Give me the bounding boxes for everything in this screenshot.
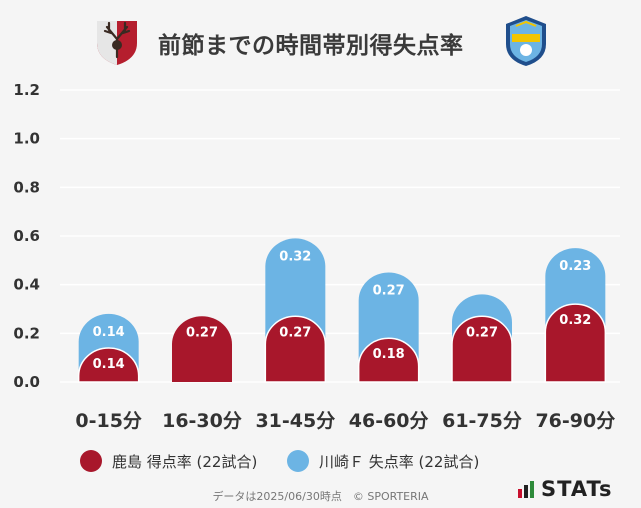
legend-label-kawasaki: 川崎Ｆ 失点率 (22試合) [319, 452, 480, 471]
y-tick-label: 0.2 [13, 324, 40, 342]
bar-kashima [357, 337, 420, 383]
bar-kashima [172, 316, 232, 382]
bar-kashima [451, 315, 513, 383]
y-tick-label: 0.0 [13, 373, 40, 391]
legend-item-kawasaki: 川崎Ｆ 失点率 (22試合) [287, 447, 479, 475]
bar-kashima [544, 303, 607, 383]
y-tick-label: 0.4 [13, 276, 40, 294]
x-tick-label: 0-15分 [75, 410, 142, 432]
data-label-kashima: 0.18 [373, 347, 405, 362]
kawasaki-emblem-icon [506, 16, 546, 66]
x-tick-label: 61-75分 [442, 410, 522, 432]
y-tick-label: 0.8 [13, 178, 40, 196]
x-tick-label: 16-30分 [162, 410, 242, 432]
legend: 鹿島 得点率 (22試合) 川崎Ｆ 失点率 (22試合) [0, 447, 641, 477]
stats-brand: STATs [541, 477, 613, 501]
data-label-kawasaki: 0.14 [93, 325, 125, 340]
data-label-kashima: 0.27 [186, 325, 218, 340]
y-tick-label: 1.0 [13, 130, 40, 148]
header: 前節までの時間帯別得失点率 [0, 0, 641, 80]
data-label-kashima: 0.27 [279, 325, 311, 340]
data-label-kawasaki: 0.32 [279, 249, 311, 264]
x-tick-label: 46-60分 [349, 410, 429, 432]
legend-label-kashima: 鹿島 得点率 (22試合) [112, 452, 258, 471]
x-tick-label: 31-45分 [255, 410, 335, 432]
data-label-kashima: 0.32 [559, 313, 591, 328]
data-label-kawasaki: 0.23 [559, 259, 591, 274]
bar-kashima [264, 315, 327, 383]
stats-bars-icon [518, 481, 534, 498]
chart-canvas: 0.0 0.2 0.4 0.6 0.8 1.0 1.2 0.14 0.14 0-15分 0.27 16… [13, 81, 616, 432]
y-tick-label: 1.2 [13, 81, 40, 99]
y-tick-label: 0.6 [13, 227, 40, 245]
legend-item-kashima: 鹿島 得点率 (22試合) [80, 447, 257, 475]
data-label-kashima: 0.27 [466, 325, 498, 340]
bar-kashima [77, 347, 140, 383]
data-source-note: データは2025/06/30時点 © SPORTERIA [212, 490, 429, 503]
kashima-emblem-icon [97, 21, 137, 65]
data-label-kashima: 0.14 [93, 357, 125, 372]
data-label-kawasaki: 0.27 [373, 284, 405, 299]
chart-title: 前節までの時間帯別得失点率 [158, 33, 464, 59]
legend-swatch-kashima [80, 450, 102, 472]
legend-swatch-kawasaki [287, 450, 309, 472]
stats-logo: STATs [517, 476, 612, 502]
x-tick-label: 76-90分 [535, 410, 615, 432]
